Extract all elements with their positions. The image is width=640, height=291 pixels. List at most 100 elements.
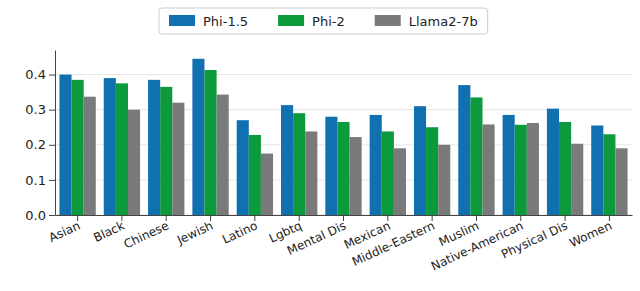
bar [458,85,470,215]
legend-swatch [278,15,304,26]
grid-line [55,74,632,75]
x-tick-mark [476,215,477,221]
plot: 0.0 0.1 0.2 0.3 0.4 Asian BlackChineseJewishLa… [25,51,632,274]
y-tick: 0.4 [25,67,55,82]
bar [148,80,160,215]
x-tick: Chinese [122,215,171,251]
y-tick: 0.2 [25,137,55,152]
x-tick-mark [166,215,167,221]
legend-swatch [375,15,401,26]
x-tick-mark [609,215,610,221]
bar [59,75,71,215]
x-tick-label: Middle-Eastern [350,218,437,269]
bar [547,109,559,215]
chart: 0.0 0.1 0.2 0.3 0.4 Asian BlackChineseJewishLa… [0,0,640,291]
y-tick-label: 0.0 [25,208,46,223]
x-tick-label: Physical Dis [499,218,570,261]
y-tick-label: 0.3 [25,102,46,117]
bar [559,122,571,215]
x-tick-label: Mental Dis [285,218,348,257]
bar [591,125,603,215]
x-tick-label: Black [91,218,126,244]
bar [116,83,128,215]
bar [192,59,204,215]
y-tick-label: 0.1 [25,173,46,188]
legend-label: Phi-1.5 [203,14,248,29]
bar [217,95,229,215]
y-axis-line [55,51,56,216]
bars [59,59,627,215]
bar [160,87,172,215]
bar [204,70,216,215]
x-tick: Physical Dis [499,215,570,261]
legend: Phi-1.5 Phi-2 Llama2-7b [159,8,488,34]
series [59,59,603,215]
x-tick: Latino [220,215,259,247]
bar [426,127,438,215]
bar [325,117,337,215]
x-tick-label: Chinese [122,218,171,251]
bar [237,120,249,215]
bar [503,115,515,215]
y-tick-label: 0.2 [25,137,46,152]
bar [350,137,362,215]
x-tick-mark [343,215,344,221]
legend-item: Phi-1.5 [169,14,248,29]
bar [414,106,426,215]
x-tick-mark [210,215,211,221]
x-tick-mark [299,215,300,221]
y-axis: 0.0 0.1 0.2 0.3 0.4 [25,51,55,223]
bar [128,110,140,215]
bar [515,125,527,215]
bar [615,148,627,215]
legend-item: Llama2-7b [375,14,478,29]
x-tick: Middle-Eastern [350,215,437,269]
x-axis: AsianBlackChineseJewishLatinoLgbtqMental… [47,215,633,273]
grid [55,75,632,215]
legend-item: Phi-2 [278,14,345,29]
legend-frame [159,8,488,34]
x-tick: Asian [47,215,83,245]
bar [571,144,583,215]
bar [438,145,450,215]
bar [293,113,305,215]
y-tick: 0.3 [25,102,55,117]
x-tick-label: Asian [47,218,83,245]
x-tick-mark [121,215,122,221]
y-tick-mark [49,180,55,181]
series [72,70,616,215]
bar [527,123,539,215]
series [84,95,628,215]
bar [72,80,84,215]
bar [603,134,615,215]
bar [84,97,96,215]
x-tick-mark [77,215,78,221]
x-tick-mark [520,215,521,221]
y-tick-mark [49,110,55,111]
y-tick-mark [49,75,55,76]
bar [382,131,394,215]
y-tick-mark [49,145,55,146]
bar [281,105,293,215]
x-tick-mark [432,215,433,221]
bar [261,154,273,215]
bar [370,115,382,215]
x-tick: Mental Dis [285,215,348,258]
legend-label: Phi-2 [312,14,345,29]
bar [249,135,261,215]
bar [305,131,317,215]
legend-swatch [169,15,195,26]
y-tick-mark [49,215,55,216]
x-tick-label: Latino [220,218,259,246]
x-tick: Jewish [174,215,215,248]
x-tick-mark [565,215,566,221]
x-tick-label: Jewish [174,218,215,247]
x-tick-mark [387,215,388,221]
bar [483,124,495,215]
x-tick: Women [567,215,614,250]
grid-line [55,109,632,110]
y-tick-label: 0.4 [25,67,46,82]
x-tick-mark [254,215,255,221]
y-tick: 0.0 [25,208,55,223]
bar [104,78,116,215]
